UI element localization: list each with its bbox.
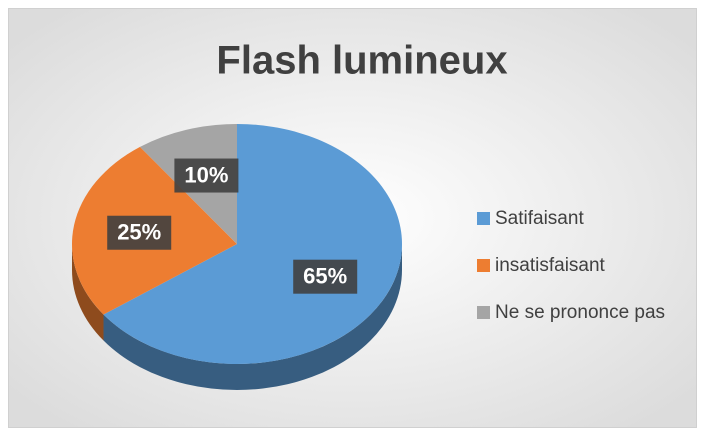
data-label: 10% xyxy=(184,162,228,187)
legend-swatch xyxy=(477,212,490,225)
pie-side xyxy=(103,244,402,390)
data-label-box xyxy=(174,158,239,193)
pie-side xyxy=(72,244,104,341)
legend-label: Ne se prononce pas xyxy=(495,302,665,323)
data-label-box xyxy=(293,259,358,294)
legend-label: Satifaisant xyxy=(495,208,584,229)
pie-slice xyxy=(103,124,402,365)
legend-label: insatisfaisant xyxy=(495,255,606,276)
legend-swatch xyxy=(477,306,490,319)
data-label: 25% xyxy=(117,220,161,245)
chart-title: Flash lumineux xyxy=(216,39,507,83)
legend-swatch xyxy=(477,259,490,272)
data-label: 65% xyxy=(303,263,347,288)
data-label-box xyxy=(107,215,172,250)
